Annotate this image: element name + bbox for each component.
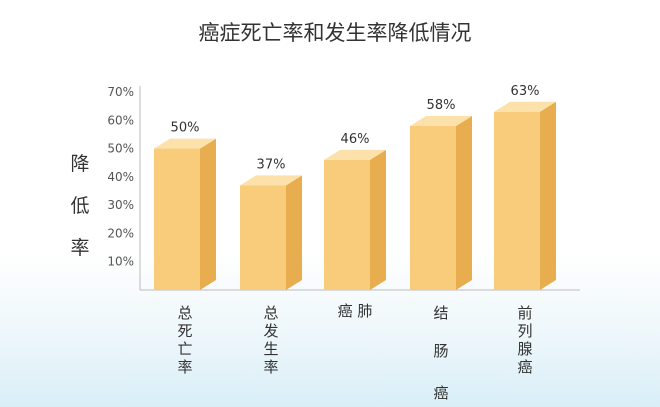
bar-side <box>456 115 472 290</box>
category-label-char: 率 <box>263 358 278 376</box>
y-ticks: 10% 20% 30% 40% 50% 60% 70% <box>107 85 134 269</box>
bar-front <box>240 185 286 290</box>
bar-side <box>540 101 556 290</box>
bar-top <box>154 138 216 149</box>
y-tick-label: 10% <box>107 255 134 269</box>
bar-top <box>494 101 556 112</box>
category-labels: 总死亡率总发生率癌 肺结肠癌前列腺癌 <box>177 302 532 402</box>
y-tick-label: 70% <box>107 85 134 99</box>
y-tick-label: 20% <box>107 226 134 240</box>
bar <box>324 149 386 290</box>
category-label-char: 腺 <box>517 340 532 358</box>
bar-front <box>410 125 456 290</box>
category-label-char: 结 <box>433 304 448 322</box>
category-label-char: 率 <box>177 358 192 376</box>
bar-side <box>200 138 216 290</box>
data-label: 37% <box>257 157 286 172</box>
bar-front <box>324 159 370 290</box>
y-tick-label: 40% <box>107 170 134 184</box>
y-axis-label: 降低率 <box>70 153 89 259</box>
bar-top <box>240 175 302 186</box>
bar <box>240 175 302 290</box>
category-label-char: 总 <box>177 304 192 322</box>
y-tick-label: 60% <box>107 113 134 127</box>
bar-side <box>286 175 302 290</box>
bar-front <box>154 148 200 290</box>
y-tick-label: 50% <box>107 142 134 156</box>
bar <box>494 101 556 290</box>
category-label-char: 生 <box>263 340 278 358</box>
bar-top <box>410 115 472 126</box>
bar <box>410 115 472 290</box>
data-labels: 50% 37% 46% 58% 63% <box>171 84 540 173</box>
category-label-char: 总 <box>263 304 278 322</box>
category-label-text: 癌 肺 <box>338 302 373 320</box>
category-label-char: 肠 <box>433 342 448 360</box>
data-label: 50% <box>171 121 200 136</box>
bar <box>154 138 216 290</box>
data-label: 58% <box>427 98 456 113</box>
category-label-char: 癌 <box>517 358 532 376</box>
y-label-char: 降 <box>70 153 89 175</box>
category-label-char: 死 <box>177 322 192 340</box>
category-label-char: 列 <box>517 322 532 340</box>
chart-title: 癌症死亡率和发生率降低情况 <box>199 21 472 45</box>
y-label-char: 率 <box>70 237 89 259</box>
category-label-char: 癌 <box>433 384 448 402</box>
y-tick-label: 30% <box>107 198 134 212</box>
bars <box>154 101 556 290</box>
bar-front <box>494 111 540 290</box>
category-label: 癌 肺 <box>338 302 373 320</box>
bar-side <box>370 149 386 290</box>
data-label: 46% <box>341 132 370 147</box>
category-label-char: 发 <box>263 322 278 340</box>
y-label-char: 低 <box>70 195 89 217</box>
category-label-char: 前 <box>517 304 532 322</box>
category-label-char: 亡 <box>177 340 192 358</box>
category-label: 结肠癌 <box>433 304 448 402</box>
bar-top <box>324 149 386 160</box>
data-label: 63% <box>511 84 540 99</box>
